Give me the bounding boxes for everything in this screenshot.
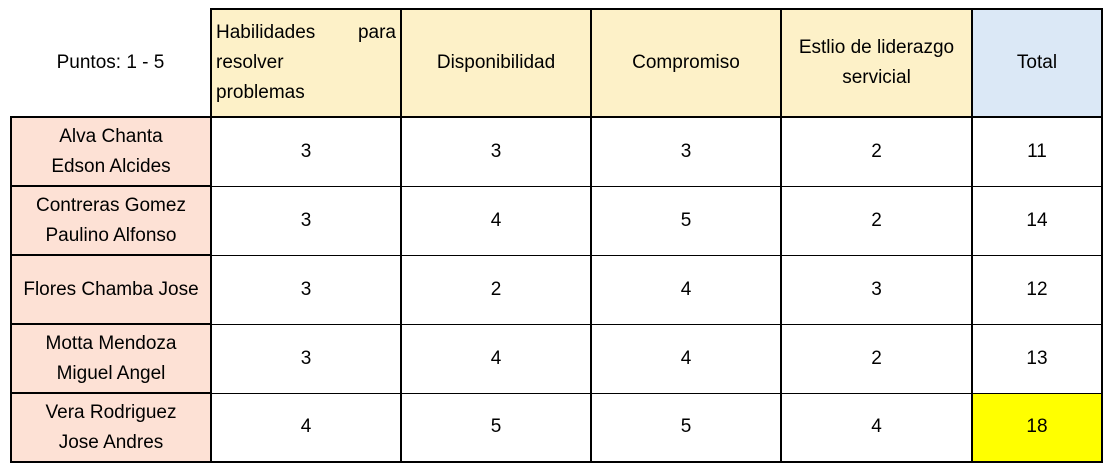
header-total: Total — [971, 8, 1103, 118]
table-row: Flores Chamba Jose 3 2 4 3 12 — [10, 254, 1103, 325]
header-leadership-style-line1: Estlio de liderazgo — [798, 37, 955, 58]
score-availability: 2 — [400, 254, 592, 325]
score-table: Puntos: 1 - 5 Habilidades para resolver … — [10, 8, 1103, 463]
score-commitment: 5 — [590, 185, 782, 256]
candidate-name: Flores Chamba Jose — [10, 254, 212, 325]
score-availability: 3 — [400, 116, 592, 187]
score-total: 11 — [971, 116, 1103, 187]
points-scale-label: Puntos: 1 - 5 — [56, 51, 165, 73]
candidate-name: Contreras Gomez Paulino Alfonso — [10, 185, 212, 256]
score-table-container: Puntos: 1 - 5 Habilidades para resolver … — [10, 8, 1103, 463]
candidate-name-line1: Alva Chanta — [59, 125, 163, 147]
score-problem-solving: 3 — [210, 254, 402, 325]
table-row: Alva Chanta Edson Alcides 3 3 3 2 11 — [10, 116, 1103, 187]
table-row: Vera Rodriguez Jose Andres 4 5 5 4 18 — [10, 392, 1103, 463]
score-leadership-style: 2 — [780, 323, 973, 394]
score-commitment: 5 — [590, 392, 782, 463]
header-commitment: Compromiso — [590, 8, 782, 118]
candidate-name-line1: Vera Rodriguez — [45, 401, 177, 423]
candidate-name: Vera Rodriguez Jose Andres — [10, 392, 212, 463]
candidate-name-line1: Motta Mendoza — [45, 332, 177, 354]
candidate-name-line1: Flores Chamba Jose — [23, 278, 199, 300]
header-problem-solving: Habilidades para resolver problemas — [210, 8, 402, 118]
score-availability: 5 — [400, 392, 592, 463]
candidate-name-line1: Contreras Gomez — [36, 194, 186, 216]
score-total: 12 — [971, 254, 1103, 325]
score-commitment: 3 — [590, 116, 782, 187]
score-total-highlighted: 18 — [971, 392, 1103, 463]
candidate-name-line2: Miguel Angel — [56, 362, 166, 384]
score-total: 13 — [971, 323, 1103, 394]
score-commitment: 4 — [590, 323, 782, 394]
score-leadership-style: 4 — [780, 392, 973, 463]
score-leadership-style: 2 — [780, 116, 973, 187]
score-availability: 4 — [400, 185, 592, 256]
header-problem-solving-line3: problemas — [216, 82, 305, 103]
score-leadership-style: 2 — [780, 185, 973, 256]
score-leadership-style: 3 — [780, 254, 973, 325]
table-row: Contreras Gomez Paulino Alfonso 3 4 5 2 … — [10, 185, 1103, 256]
header-problem-solving-line1: Habilidades para — [216, 22, 396, 43]
score-problem-solving: 4 — [210, 392, 402, 463]
score-problem-solving: 3 — [210, 323, 402, 394]
score-availability: 4 — [400, 323, 592, 394]
score-problem-solving: 3 — [210, 185, 402, 256]
header-row: Puntos: 1 - 5 Habilidades para resolver … — [11, 8, 1103, 118]
score-commitment: 4 — [590, 254, 782, 325]
header-leadership-style-line2: servicial — [842, 67, 911, 88]
score-total: 14 — [971, 185, 1103, 256]
header-problem-solving-line2: resolver — [216, 52, 284, 73]
candidate-name-line2: Edson Alcides — [51, 155, 171, 177]
table-row: Motta Mendoza Miguel Angel 3 4 4 2 13 — [10, 323, 1103, 394]
header-leadership-style: Estlio de liderazgo servicial — [780, 8, 973, 118]
candidate-name: Alva Chanta Edson Alcides — [10, 116, 212, 187]
candidate-name: Motta Mendoza Miguel Angel — [10, 323, 212, 394]
candidate-name-line2: Paulino Alfonso — [45, 224, 177, 246]
candidate-name-line2: Jose Andres — [58, 431, 164, 453]
header-availability: Disponibilidad — [400, 8, 592, 118]
score-problem-solving: 3 — [210, 116, 402, 187]
